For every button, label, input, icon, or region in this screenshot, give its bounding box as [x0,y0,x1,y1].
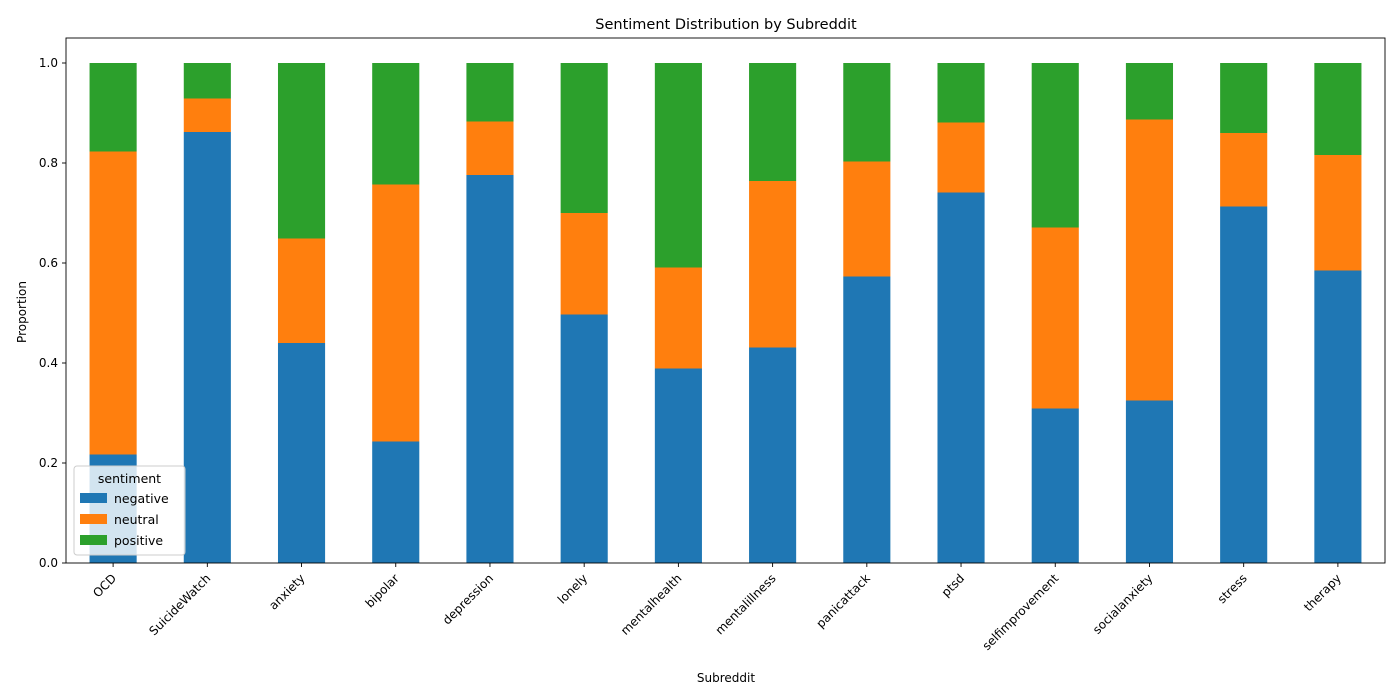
bars-group [89,63,1362,563]
bar-neutral-SuicideWatch [183,98,231,132]
bar-negative-ptsd [937,192,985,563]
bar-negative-therapy [1314,270,1362,563]
y-tick-label: 0.8 [39,156,58,170]
y-tick-label: 0.6 [39,256,58,270]
bar-positive-therapy [1314,63,1362,155]
bar-positive-SuicideWatch [183,63,231,99]
bar-neutral-socialanxiety [1125,119,1174,401]
bar-neutral-lonely [560,213,608,315]
x-tick-label: socialanxiety [1090,571,1156,637]
bar-positive-bipolar [372,63,420,185]
bar-positive-stress [1220,63,1268,133]
y-tick-label: 1.0 [39,56,58,70]
bar-negative-stress [1220,206,1268,563]
y-tick-label: 0.4 [39,356,58,370]
bar-neutral-stress [1220,133,1268,207]
x-tick-label: anxiety [266,571,307,612]
bar-neutral-anxiety [277,238,326,343]
bar-positive-ptsd [937,63,985,123]
x-tick-label: lonely [555,571,590,606]
legend-swatch-neutral [80,514,107,524]
bar-negative-mentalhealth [654,368,702,563]
bar-negative-SuicideWatch [183,132,231,563]
bar-neutral-mentalillness [749,181,797,348]
legend-swatch-negative [80,493,107,503]
legend-swatch-positive [80,535,107,545]
bar-negative-depression [466,175,514,563]
bar-neutral-selfimprovement [1031,227,1079,409]
bar-negative-mentalillness [749,347,797,563]
plot-frame [65,37,1386,564]
y-tick-label: 0.2 [39,456,58,470]
legend-label-positive: positive [114,533,163,548]
x-axis-ticks: OCD SuicideWatch anxiety bipolar depression l… [90,563,1344,653]
bar-neutral-panicattack [843,161,891,277]
bar-negative-panicattack [843,276,891,563]
legend-box [73,465,186,556]
bar-positive-depression [466,63,514,122]
bar-neutral-therapy [1314,155,1362,271]
chart-title: Sentiment Distribution by Subreddit [595,17,857,33]
x-tick-label: mentalhealth [618,571,685,638]
bar-positive-mentalillness [749,63,797,181]
bar-negative-bipolar [372,441,420,563]
x-tick-label: therapy [1301,571,1344,614]
bar-neutral-OCD [89,151,137,455]
bar-positive-socialanxiety [1125,63,1174,120]
x-tick-label: panicattack [813,571,873,631]
x-tick-label: bipolar [363,571,402,610]
bar-positive-anxiety [277,63,326,239]
x-tick-label: mentalillness [713,571,779,637]
y-axis-ticks: 0.0 0.2 0.4 0.6 0.8 1.0 [39,56,66,570]
bar-neutral-depression [466,121,514,175]
bar-neutral-mentalhealth [654,267,702,369]
x-tick-label: SuicideWatch [146,571,213,638]
legend-title: sentiment [98,471,161,486]
x-axis-label: Subreddit [697,671,755,685]
bar-positive-selfimprovement [1031,63,1079,228]
x-tick-label: OCD [90,571,119,600]
bar-positive-mentalhealth [654,63,702,268]
bar-negative-lonely [560,314,608,563]
x-tick-label: stress [1215,571,1250,606]
x-tick-label: ptsd [939,571,967,599]
x-tick-label: selfimprovement [980,571,1062,653]
legend-label-negative: negative [114,491,169,506]
legend: sentiment negative neutral positive [73,465,186,556]
legend-label-neutral: neutral [114,512,159,527]
bar-positive-lonely [560,63,608,213]
bar-negative-selfimprovement [1031,408,1079,563]
bar-positive-panicattack [843,63,891,162]
y-tick-label: 0.0 [39,556,58,570]
axis-spines [65,37,1386,564]
bar-neutral-bipolar [372,184,420,442]
y-axis-label: Proportion [15,281,29,343]
bar-negative-anxiety [277,343,326,563]
bar-neutral-ptsd [937,122,985,193]
bar-positive-OCD [89,63,137,152]
bar-negative-socialanxiety [1125,400,1174,563]
x-tick-label: depression [440,571,496,627]
